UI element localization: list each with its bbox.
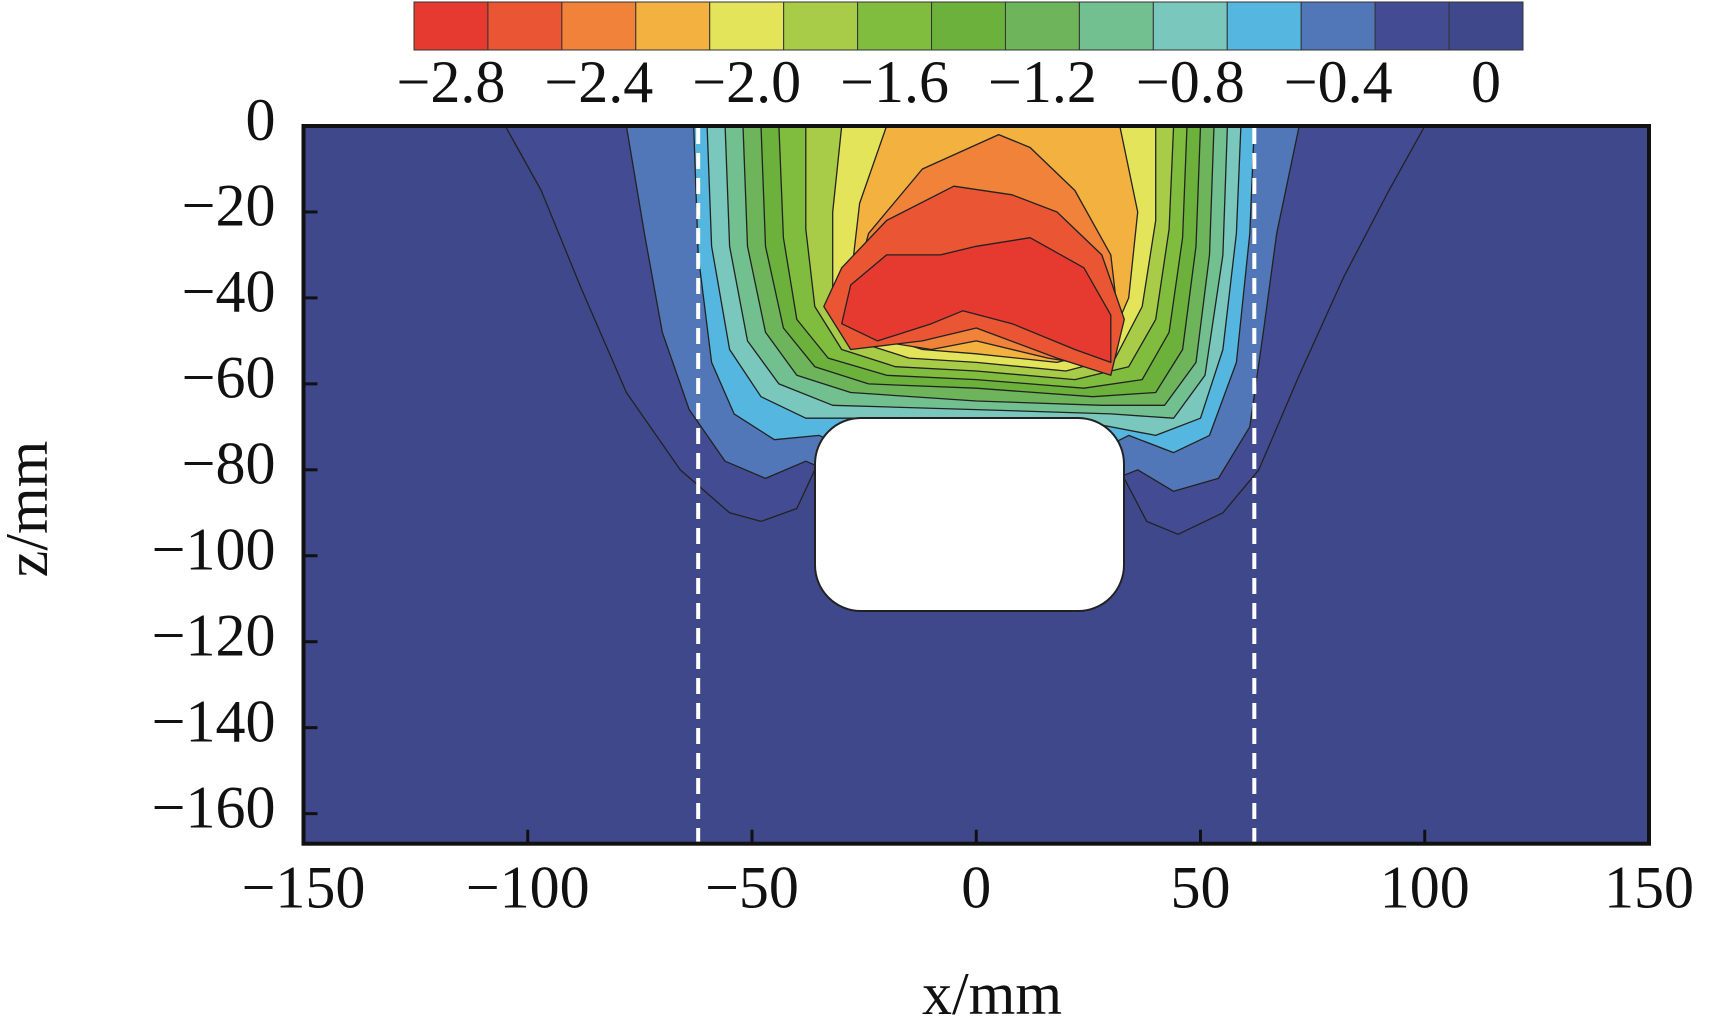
- colorbar-swatch: [1004, 1, 1080, 51]
- colorbar-swatch: [1078, 1, 1154, 51]
- y-axis-label: z/mm: [0, 441, 60, 578]
- colorbar-swatch: [1300, 1, 1376, 51]
- y-tick-label: 0: [246, 87, 276, 153]
- colorbar-swatch: [709, 1, 785, 51]
- colorbar-tick-label: −2.0: [692, 49, 801, 115]
- contour-field: [303, 126, 1649, 844]
- colorbar-swatch: [857, 1, 933, 51]
- y-tick-label: −160: [152, 774, 276, 840]
- colorbar-swatch: [1226, 1, 1302, 51]
- x-tick-label: 50: [1171, 854, 1231, 920]
- colorbar: −2.8 −2.4 −2.0 −1.6 −1.2 −0.8 −0.4 0: [397, 1, 1524, 115]
- x-axis-label: x/mm: [922, 961, 1062, 1027]
- colorbar-swatch: [635, 1, 711, 51]
- x-tick-label: 100: [1380, 854, 1470, 920]
- y-tick-label: −140: [152, 688, 276, 754]
- x-tick-label: −100: [466, 854, 590, 920]
- obstacle: [814, 417, 1125, 612]
- colorbar-swatch: [783, 1, 859, 51]
- y-tick-label: −100: [152, 517, 276, 583]
- y-tick-label: −120: [152, 602, 276, 668]
- colorbar-swatch: [1448, 1, 1524, 51]
- colorbar-tick-label: −1.2: [988, 49, 1097, 115]
- colorbar-tick-label: −1.6: [840, 49, 949, 115]
- x-tick-label: −50: [705, 854, 799, 920]
- colorbar-tick-label: −2.4: [544, 49, 653, 115]
- colorbar-tick-label: −0.4: [1284, 49, 1393, 115]
- colorbar-tick-label: 0: [1471, 49, 1501, 115]
- x-tick-label: 0: [961, 854, 991, 920]
- overlay: −150 −100 −50 0 50 100 150 0 −20 −40 −60 −80 −100 −12…: [152, 87, 1694, 921]
- colorbar-tick-label: −2.8: [397, 49, 506, 115]
- colorbar-swatch: [931, 1, 1006, 51]
- y-tick-label: −20: [182, 173, 276, 239]
- colorbar-tick-label: −0.8: [1136, 49, 1245, 115]
- y-tick-label: −40: [182, 259, 276, 325]
- colorbar-swatch: [487, 1, 563, 51]
- colorbar-swatch: [413, 1, 489, 51]
- y-tick-label: −80: [182, 431, 276, 497]
- x-tick-label: −150: [242, 854, 366, 920]
- contour-region: [841, 237, 1112, 364]
- x-tick-label: 150: [1604, 854, 1694, 920]
- y-tick-label: −60: [182, 345, 276, 411]
- colorbar-swatch: [561, 1, 637, 51]
- colorbar-swatch: [1152, 1, 1228, 51]
- colorbar-swatch: [1374, 1, 1450, 51]
- plot-frame: [301, 124, 1651, 846]
